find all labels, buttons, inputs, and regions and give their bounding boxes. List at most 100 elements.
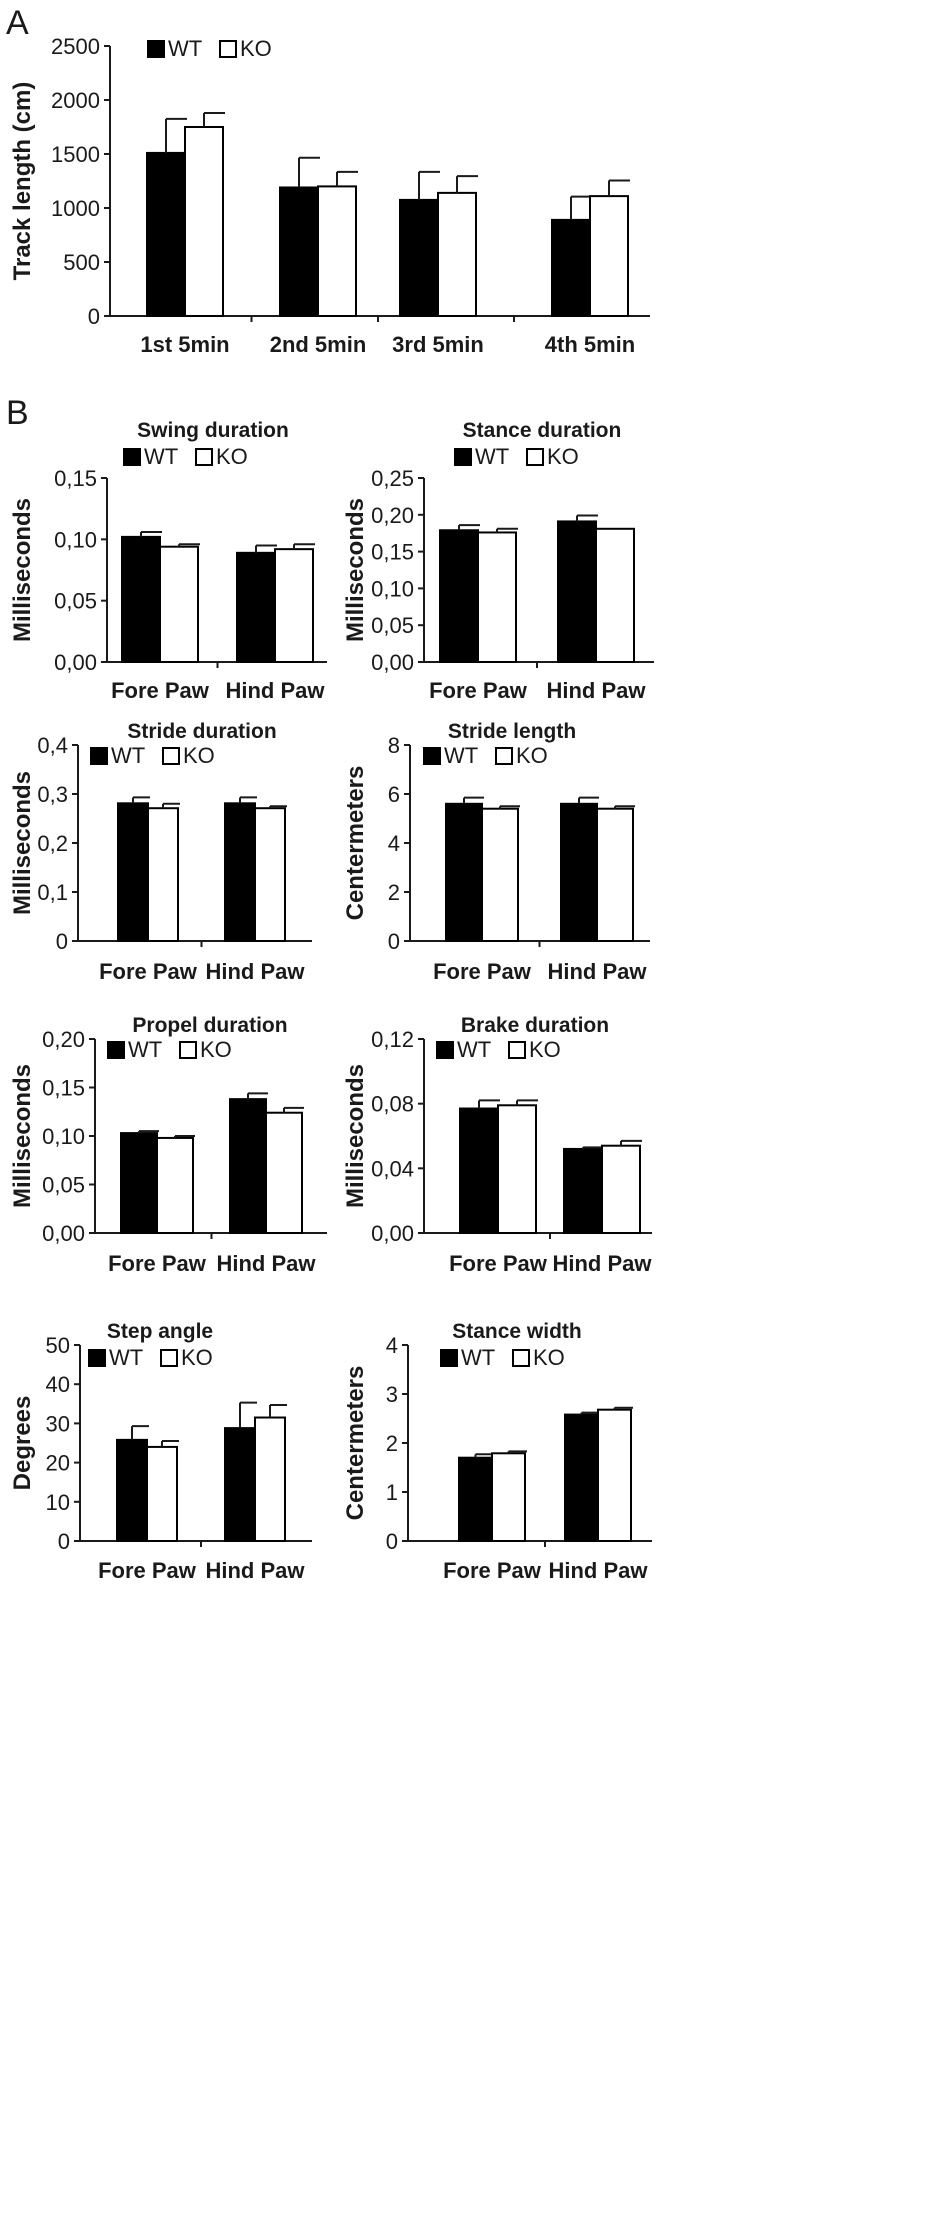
y-tick-label: 1500: [51, 142, 100, 167]
bar-ko-1: [265, 1111, 303, 1234]
bar-wt-1: [557, 520, 597, 664]
x-tick-label: 4th 5min: [545, 332, 635, 357]
legend-swatch-ko: [508, 1041, 526, 1059]
y-tick-label: 0,20: [371, 503, 414, 528]
y-axis-title: Milliseconds: [9, 771, 36, 915]
x-tick-label: Fore Paw: [108, 1251, 207, 1276]
legend-swatch-wt: [90, 747, 108, 765]
y-tick-label: 500: [63, 250, 100, 275]
bar-wt-1: [279, 186, 319, 317]
x-tick-label: 1st 5min: [140, 332, 229, 357]
y-tick-label: 0: [58, 1529, 70, 1554]
y-tick-label: 0,12: [371, 1027, 414, 1052]
y-tick-label: 2: [388, 880, 400, 905]
x-tick-label: Hind Paw: [216, 1251, 316, 1276]
y-tick-label: 20: [46, 1451, 70, 1476]
bar-wt-0: [117, 802, 149, 942]
bar-ko-3: [589, 195, 629, 317]
x-tick-label: Fore Paw: [429, 678, 528, 703]
x-tick-label: Fore Paw: [111, 678, 210, 703]
panel-letter-b: B: [6, 394, 29, 432]
bar-ko-1: [274, 548, 314, 663]
legend-swatch-wt: [454, 448, 472, 466]
bar-ko-1: [595, 527, 635, 663]
legend-label-wt: WT: [475, 444, 509, 469]
legend-swatch-wt: [147, 40, 165, 58]
y-tick-label: 0,05: [54, 589, 97, 614]
x-tick-label: Fore Paw: [433, 959, 532, 984]
legend-swatch-wt: [436, 1041, 454, 1059]
bar-ko-0: [477, 531, 517, 663]
y-tick-label: 0,00: [371, 1221, 414, 1246]
legend: WT KO: [440, 1345, 565, 1370]
legend: WT KO: [436, 1037, 561, 1062]
bar-wt-2: [399, 198, 439, 317]
chart-title: Stride duration: [127, 720, 276, 743]
y-tick-label: 0,1: [37, 880, 68, 905]
bar-ko-1: [601, 1144, 641, 1234]
bar-wt-1: [560, 802, 598, 942]
legend-label-ko: KO: [240, 36, 272, 61]
legend-label-wt: WT: [128, 1037, 162, 1062]
bar-wt-1: [236, 551, 276, 663]
bar-wt-0: [445, 802, 483, 942]
chart-stride-length: 0 2 4 6 8 Fore Paw Hind Paw Centermeters Stride …: [342, 720, 650, 984]
x-tick-label: Hind Paw: [547, 959, 647, 984]
legend-swatch-ko: [160, 1349, 178, 1367]
chart-track: 0 500 1000 1500 2000 2500 1st 5min 2nd 5min 3rd …: [9, 34, 650, 357]
bar-ko-1: [317, 185, 357, 317]
x-tick-label: Hind Paw: [205, 959, 305, 984]
legend-label-ko: KO: [200, 1037, 232, 1062]
y-tick-label: 3: [386, 1382, 398, 1407]
bar-wt-0: [121, 535, 161, 664]
y-tick-label: 0,15: [42, 1076, 85, 1101]
y-tick-label: 4: [386, 1333, 398, 1358]
legend-label-wt: WT: [457, 1037, 491, 1062]
legend: WT KO: [90, 743, 215, 768]
legend-label-ko: KO: [181, 1345, 213, 1370]
x-tick-label: Fore Paw: [99, 959, 198, 984]
legend: WT KO: [423, 743, 548, 768]
y-axis-title: Centermeters: [342, 1366, 369, 1521]
y-tick-label: 0,10: [42, 1124, 85, 1149]
y-tick-label: 2000: [51, 88, 100, 113]
legend-label-wt: WT: [144, 444, 178, 469]
y-axis-title: Milliseconds: [342, 498, 369, 642]
y-axis-title: Milliseconds: [342, 1064, 369, 1208]
legend-swatch-wt: [423, 747, 441, 765]
bar-wt-0: [458, 1456, 493, 1542]
y-tick-label: 1000: [51, 196, 100, 221]
bar-ko-0: [146, 1445, 178, 1543]
y-tick-label: 4: [388, 831, 400, 856]
legend-label-ko: KO: [516, 743, 548, 768]
bar-ko-2: [437, 191, 477, 318]
y-tick-label: 0,3: [37, 782, 68, 807]
y-tick-label: 0,05: [371, 613, 414, 638]
chart-title: Stance duration: [463, 419, 622, 442]
legend: WT KO: [123, 444, 248, 469]
y-tick-label: 0,25: [371, 466, 414, 491]
legend-swatch-ko: [162, 747, 180, 765]
bar-ko-0: [159, 545, 199, 664]
legend-swatch-wt: [123, 448, 141, 466]
y-tick-label: 0,08: [371, 1092, 414, 1117]
y-axis-title: Milliseconds: [9, 1064, 36, 1208]
y-axis-title: Centermeters: [342, 766, 369, 921]
chart-brake: 0,00 0,04 0,08 0,12 Fore Paw Hind Paw Millisec…: [342, 1014, 652, 1276]
chart-stance-width: 0 1 2 3 4 Fore Paw Hind Paw Centermeters Stance …: [342, 1320, 652, 1583]
chart-title: Stance width: [452, 1320, 582, 1343]
legend: WT KO: [147, 36, 272, 61]
y-tick-label: 2: [386, 1431, 398, 1456]
legend-swatch-wt: [107, 1041, 125, 1059]
chart-propel: 0,00 0,05 0,10 0,15 0,20 Fore Paw Hind Paw Mill…: [9, 1014, 327, 1276]
bar-wt-3: [551, 218, 591, 318]
chart-title: Step angle: [107, 1320, 213, 1343]
y-tick-label: 0,00: [42, 1221, 85, 1246]
y-tick-label: 2500: [51, 34, 100, 59]
x-tick-label: Hind Paw: [546, 678, 646, 703]
legend-swatch-ko: [219, 40, 237, 58]
y-tick-label: 0,15: [371, 540, 414, 565]
legend-label-wt: WT: [168, 36, 202, 61]
legend-swatch-wt: [440, 1349, 458, 1367]
